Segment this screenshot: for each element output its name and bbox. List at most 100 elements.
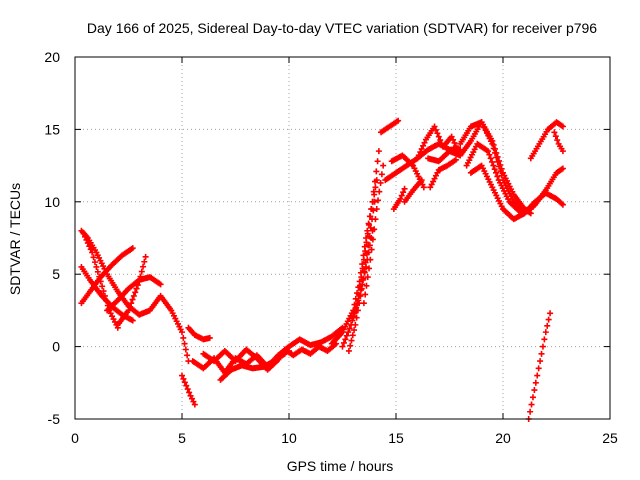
series-flat-f	[390, 185, 408, 213]
x-tick-labels: 0 5 10 15 20 25	[71, 430, 618, 446]
data-point	[528, 401, 535, 408]
data-point	[181, 379, 188, 386]
data-point	[544, 322, 551, 329]
data-point	[362, 291, 369, 298]
data-point	[486, 151, 493, 158]
data-point	[100, 288, 107, 295]
series-arc-j	[467, 162, 566, 223]
data-point	[186, 389, 193, 396]
data-point	[454, 146, 461, 153]
data-point	[452, 156, 459, 163]
data-point	[352, 321, 359, 328]
data-point	[542, 329, 549, 336]
data-point	[417, 149, 424, 156]
data-point	[366, 242, 373, 249]
data-point	[374, 158, 381, 165]
data-point	[365, 249, 372, 256]
data-point	[184, 352, 191, 359]
data-point	[179, 372, 185, 379]
data-point	[418, 177, 425, 184]
data-point	[450, 136, 457, 143]
data-point	[414, 155, 421, 162]
series-arc-n	[551, 129, 566, 155]
data-point	[551, 129, 558, 136]
data-point	[498, 165, 505, 172]
data-point	[359, 281, 366, 288]
series-rise-e	[360, 162, 387, 307]
data-point	[485, 148, 492, 155]
data-point	[134, 282, 141, 289]
data-point	[361, 269, 368, 276]
data-point	[373, 168, 380, 175]
data-point	[345, 329, 352, 336]
x-tick-label: 10	[281, 430, 297, 446]
data-point	[377, 179, 384, 186]
data-point	[90, 254, 97, 261]
y-tick-label: 20	[44, 49, 60, 65]
data-point	[497, 161, 504, 168]
data-point	[369, 236, 376, 243]
y-tick-label: -5	[48, 411, 61, 427]
data-point	[532, 379, 539, 386]
data-point	[182, 346, 189, 353]
data-point	[421, 139, 428, 146]
data-point	[494, 173, 501, 180]
series-arc-e	[104, 274, 164, 314]
data-point	[493, 149, 500, 156]
data-point	[179, 329, 185, 336]
data-point	[136, 278, 143, 285]
data-point	[180, 375, 187, 382]
data-point	[371, 191, 378, 198]
data-point	[345, 347, 352, 354]
data-point	[366, 265, 373, 272]
y-tick-label: 10	[44, 194, 60, 210]
x-tick-label: 25	[602, 430, 618, 446]
data-point	[559, 165, 566, 172]
data-point	[493, 169, 500, 176]
data-point	[380, 162, 387, 169]
series-flat-d	[401, 177, 425, 205]
data-point	[348, 337, 355, 344]
data-point	[93, 263, 100, 270]
data-point	[141, 258, 148, 265]
data-point	[373, 206, 380, 213]
data-point	[435, 133, 442, 140]
data-point	[339, 343, 346, 350]
data-point	[398, 192, 405, 199]
data-point	[371, 198, 378, 205]
data-point	[541, 336, 548, 343]
data-point	[129, 296, 136, 303]
data-point	[125, 307, 132, 314]
data-points	[78, 117, 566, 422]
data-point	[437, 137, 444, 144]
data-point	[539, 343, 546, 350]
data-point	[418, 145, 425, 152]
data-point	[370, 207, 377, 214]
data-point	[87, 246, 94, 253]
data-point	[142, 253, 149, 260]
data-point	[371, 226, 378, 233]
data-point	[132, 289, 139, 296]
data-point	[420, 184, 427, 191]
data-point	[350, 314, 357, 321]
data-point	[183, 382, 190, 389]
series-morning-b	[281, 340, 340, 359]
data-point	[487, 155, 494, 162]
data-point	[180, 334, 187, 341]
data-point	[101, 292, 108, 299]
data-point	[451, 139, 458, 146]
data-point	[491, 145, 498, 152]
data-point	[489, 158, 496, 165]
series-flat-g	[427, 156, 459, 191]
data-point	[128, 300, 135, 307]
axis-ticks	[74, 56, 611, 420]
data-point	[537, 358, 544, 365]
data-point	[184, 386, 191, 393]
series-arc-o	[525, 310, 554, 422]
series-night-c	[217, 350, 288, 383]
data-point	[89, 249, 96, 256]
data-point	[363, 282, 370, 289]
series-arc-d	[80, 230, 121, 331]
data-point	[354, 301, 361, 308]
